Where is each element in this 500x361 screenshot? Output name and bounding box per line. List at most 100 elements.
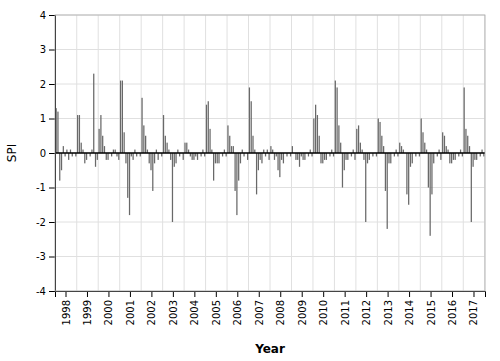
tick-mark	[173, 291, 174, 297]
tick-mark	[280, 291, 281, 297]
bar	[97, 153, 98, 160]
grid-line-y	[55, 153, 485, 154]
tick-label: 2017	[468, 300, 479, 325]
bar	[367, 153, 368, 163]
bar	[98, 129, 99, 153]
tick-label: 2013	[383, 300, 394, 325]
bar	[154, 153, 155, 163]
tick-mark	[388, 291, 389, 297]
bar	[102, 136, 103, 153]
bar	[422, 132, 423, 153]
bar	[127, 153, 128, 198]
bar	[234, 153, 235, 191]
tick-label: -2	[36, 217, 46, 228]
tick-mark	[108, 291, 109, 297]
bar	[100, 115, 101, 153]
x-tick: 2008	[275, 291, 286, 325]
bar	[471, 153, 472, 222]
x-tick: 1999	[82, 291, 93, 325]
bar	[469, 146, 470, 153]
tick-label: 2000	[103, 300, 114, 325]
tick-mark	[237, 291, 238, 297]
bar	[347, 153, 348, 160]
y-tick: -2	[36, 217, 55, 228]
tick-label: 4	[40, 10, 46, 21]
bar	[344, 153, 345, 170]
bar	[387, 153, 388, 229]
x-tick: 2003	[168, 291, 179, 325]
bar	[472, 153, 473, 167]
bar	[383, 146, 384, 153]
bar	[385, 153, 386, 191]
tick-mark	[49, 119, 55, 120]
bar	[326, 153, 327, 160]
bar	[442, 132, 443, 153]
tick-mark	[130, 291, 131, 297]
tick-label: 2003	[168, 300, 179, 325]
bar	[378, 119, 379, 154]
bar	[297, 153, 298, 160]
tick-label: 2005	[211, 300, 222, 325]
bar	[238, 153, 239, 181]
bar	[474, 153, 475, 160]
tick-mark	[49, 291, 55, 292]
tick-label: 2001	[125, 300, 136, 325]
bar	[379, 122, 380, 153]
bar	[399, 143, 400, 153]
axis-domain	[49, 16, 56, 292]
bar	[433, 153, 434, 163]
tick-label: 2004	[189, 300, 200, 325]
bar	[59, 153, 60, 181]
tick-mark	[49, 222, 55, 223]
tick-mark	[323, 291, 324, 297]
x-tick: 2000	[103, 291, 114, 325]
tick-mark	[473, 291, 474, 297]
bar	[279, 153, 280, 177]
bar	[163, 115, 164, 153]
bar	[453, 153, 454, 160]
tick-label: -3	[36, 251, 46, 262]
bar	[107, 153, 108, 160]
bar	[356, 129, 357, 153]
x-tick: 2005	[211, 291, 222, 325]
bar	[358, 125, 359, 153]
bar	[401, 146, 402, 153]
bar	[444, 136, 445, 153]
tick-label: 1998	[61, 300, 72, 325]
bar	[431, 153, 432, 194]
bar	[261, 153, 262, 163]
tick-label: 0	[40, 148, 46, 159]
tick-mark	[66, 291, 67, 297]
axis-domain	[56, 292, 486, 298]
bar	[247, 153, 248, 160]
tick-mark	[49, 15, 55, 16]
tick-label: 2010	[318, 300, 329, 325]
bar	[122, 81, 123, 153]
tick-mark	[366, 291, 367, 297]
bar	[240, 153, 241, 163]
tick-label: 1999	[82, 300, 93, 325]
bar	[390, 153, 391, 163]
bar	[449, 153, 450, 163]
tick-label: -4	[36, 286, 46, 297]
bar	[217, 153, 218, 163]
tick-mark	[49, 50, 55, 51]
bar	[270, 146, 271, 153]
bar	[81, 143, 82, 153]
bar	[354, 153, 355, 160]
x-tick: 2013	[383, 291, 394, 325]
bar	[252, 136, 253, 153]
x-tick: 2011	[340, 291, 351, 325]
x-axis-title: Year	[254, 342, 285, 356]
plot-frame	[55, 15, 485, 291]
y-tick: -3	[36, 251, 55, 262]
tick-mark	[259, 291, 260, 297]
bar	[268, 153, 269, 160]
tick-mark	[49, 84, 55, 85]
bar	[197, 153, 198, 160]
bar	[165, 136, 166, 153]
x-tick: 2001	[125, 291, 136, 325]
tick-label: 2014	[404, 300, 415, 325]
tick-label: -1	[36, 182, 46, 193]
bar	[302, 153, 303, 160]
